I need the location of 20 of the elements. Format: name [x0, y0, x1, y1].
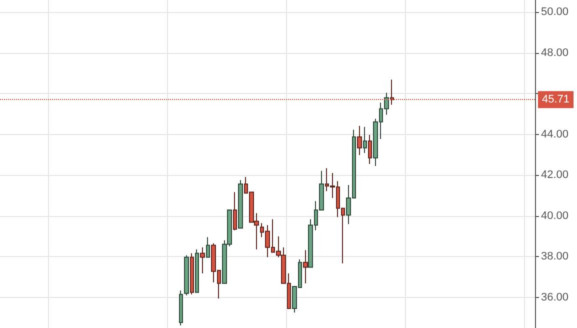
y-tick-label: 42.00 — [541, 169, 569, 182]
y-tick-label: 38.00 — [541, 250, 569, 263]
ref-line-label: 45.71 — [542, 94, 570, 106]
y-tick-label: 44.00 — [541, 128, 569, 140]
candlestick — [238, 180, 243, 229]
y-tick-label: 40.00 — [541, 210, 569, 222]
y-tick-label: 48.00 — [541, 46, 569, 59]
candlestick — [195, 248, 199, 293]
candlestick — [184, 254, 189, 296]
candlestick — [190, 252, 194, 295]
candlestick — [363, 126, 367, 154]
candlestick — [303, 250, 308, 284]
candlestick — [233, 192, 237, 231]
y-tick-label: 50.00 — [541, 6, 569, 18]
candlestick — [200, 246, 205, 274]
candlestick — [206, 236, 210, 258]
candlestick — [357, 125, 362, 156]
y-tick-label: 36.00 — [541, 291, 569, 304]
candlestick — [368, 134, 372, 164]
candlestick — [179, 290, 183, 326]
